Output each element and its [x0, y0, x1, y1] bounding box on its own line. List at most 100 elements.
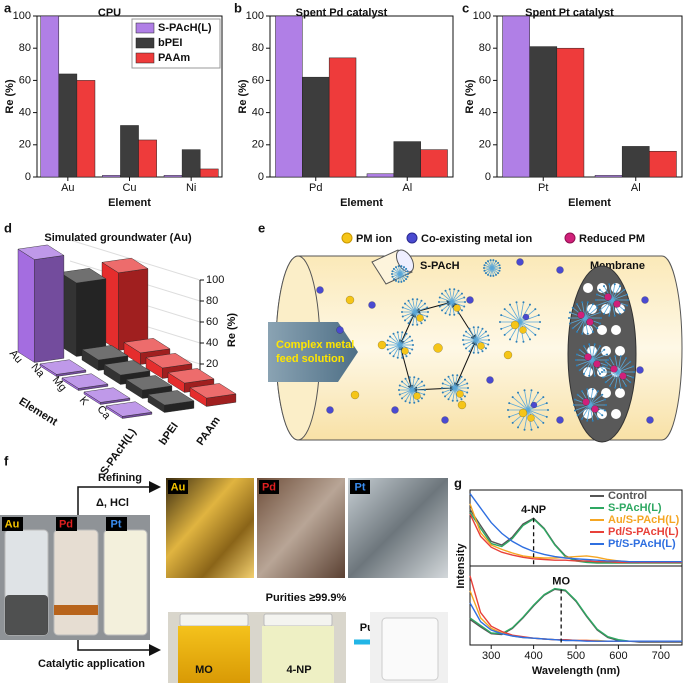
- diagram: PM ion Co-existing metal ion Reduced PM …: [268, 232, 683, 443]
- bar: [649, 150, 677, 178]
- legend-text: Reduced PM: [579, 233, 645, 245]
- bar: [76, 80, 96, 178]
- vial-cap: [179, 613, 249, 627]
- polymer-end: [517, 391, 519, 394]
- polymer-arm: [577, 404, 591, 416]
- polymer-end: [614, 386, 617, 389]
- polymer-arm: [451, 301, 465, 307]
- polymer-end: [588, 343, 591, 346]
- polymer-end: [392, 355, 395, 358]
- particle: [586, 318, 594, 326]
- polymer-end: [398, 393, 401, 396]
- polymer-end: [417, 377, 420, 380]
- polymer-end: [601, 376, 604, 379]
- polymer-arm: [414, 307, 428, 313]
- polymer-arm: [463, 339, 477, 345]
- series-label: S-PAcH(L): [98, 426, 139, 477]
- polymer-end: [408, 352, 411, 355]
- polymer-end: [601, 414, 604, 417]
- arrow: [77, 640, 161, 656]
- label: Au: [171, 481, 186, 493]
- polymer-end: [405, 332, 408, 335]
- polymer-end: [595, 293, 598, 296]
- polymer-end: [465, 347, 468, 350]
- polymer-arm: [389, 344, 401, 354]
- polymer-end: [542, 421, 545, 424]
- polymer-end: [392, 332, 395, 335]
- polymer-arm: [572, 317, 586, 329]
- bar-top: [167, 368, 215, 384]
- annotation: 4-NP: [521, 504, 546, 516]
- polymer-arm: [399, 273, 405, 282]
- x-tick-label: Al: [402, 182, 412, 194]
- polymer-end: [603, 348, 606, 351]
- polymer-end: [392, 278, 395, 281]
- y-tick-label: 20: [479, 139, 491, 151]
- vial-residue: [54, 605, 98, 615]
- polymer-end: [492, 259, 495, 262]
- polymer-end: [586, 301, 589, 304]
- polymer-end: [495, 273, 497, 276]
- polymer-end: [401, 311, 403, 313]
- polymer-end: [416, 323, 419, 326]
- z-tick-label: 40: [206, 337, 218, 349]
- polymer-end: [576, 330, 578, 333]
- polymer-end: [489, 274, 492, 277]
- polymer-arm: [399, 333, 407, 346]
- polymer-end: [411, 339, 414, 342]
- polymer-arm: [589, 394, 603, 406]
- polymer-arm: [487, 267, 493, 276]
- polymer-arm: [399, 340, 413, 346]
- polymer-end: [619, 355, 622, 358]
- polymer-arm: [491, 267, 494, 276]
- polymer-end: [401, 306, 404, 309]
- polymer-arm: [475, 328, 483, 341]
- polymer-end: [632, 376, 635, 379]
- polymer-end: [441, 391, 444, 394]
- polymer-arm: [399, 266, 402, 275]
- bar: [138, 139, 157, 178]
- polymer-end: [515, 340, 518, 343]
- y-tick-label: 80: [479, 42, 491, 54]
- polymer-arm: [588, 344, 593, 361]
- pore: [611, 283, 621, 293]
- polymer-end: [466, 382, 469, 385]
- polymer-end: [487, 343, 490, 346]
- label: Pt: [111, 518, 122, 530]
- polymer-arm: [405, 389, 413, 402]
- polymer-end: [599, 322, 602, 325]
- polymer-arm: [405, 378, 413, 391]
- polymer-arm: [451, 297, 465, 303]
- polymer-arm: [449, 301, 453, 315]
- polymer-arm: [569, 317, 586, 324]
- polymer-end: [599, 345, 601, 348]
- feed-arrow: [268, 322, 358, 382]
- polymer-end: [534, 308, 537, 311]
- polymer-end: [468, 327, 471, 330]
- polymer-end: [578, 369, 581, 372]
- pore: [597, 409, 607, 419]
- polymer-end: [484, 261, 487, 264]
- polymer-end: [483, 267, 485, 269]
- bar: [17, 248, 35, 363]
- polymer-end: [571, 327, 574, 330]
- particle: [368, 301, 376, 309]
- polymer-end: [581, 390, 583, 393]
- pore: [583, 409, 593, 419]
- polymer-arm: [409, 389, 413, 403]
- label: 4-NP: [286, 664, 311, 676]
- bar: [120, 125, 139, 178]
- polymer-arm: [444, 379, 456, 389]
- polymer-end: [581, 332, 584, 335]
- polymer-end: [401, 331, 404, 334]
- bar-top: [17, 244, 65, 260]
- y-tick-label: 20: [19, 139, 31, 151]
- polymer-end: [588, 374, 591, 377]
- polymer-arm: [516, 302, 521, 323]
- polymer-end: [466, 391, 469, 394]
- label: Pt: [355, 481, 366, 493]
- bar: [102, 175, 121, 178]
- polymer-arm: [402, 307, 416, 313]
- x-tick-label: 400: [524, 650, 542, 662]
